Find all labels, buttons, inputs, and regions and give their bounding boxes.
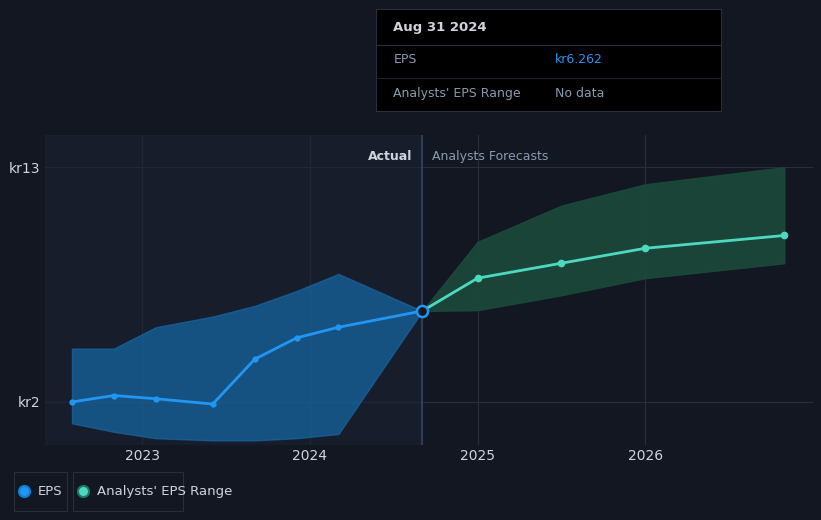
Text: Analysts' EPS Range: Analysts' EPS Range (393, 87, 521, 100)
FancyBboxPatch shape (14, 472, 67, 511)
Text: No data: No data (555, 87, 605, 100)
Text: EPS: EPS (38, 485, 62, 498)
FancyBboxPatch shape (72, 472, 183, 511)
Text: kr6.262: kr6.262 (555, 53, 603, 66)
Text: Analysts Forecasts: Analysts Forecasts (433, 150, 548, 163)
Bar (45, 135, 422, 445)
Text: Aug 31 2024: Aug 31 2024 (393, 21, 487, 34)
Text: Analysts' EPS Range: Analysts' EPS Range (97, 485, 232, 498)
Text: EPS: EPS (393, 53, 416, 66)
Text: Actual: Actual (368, 150, 412, 163)
